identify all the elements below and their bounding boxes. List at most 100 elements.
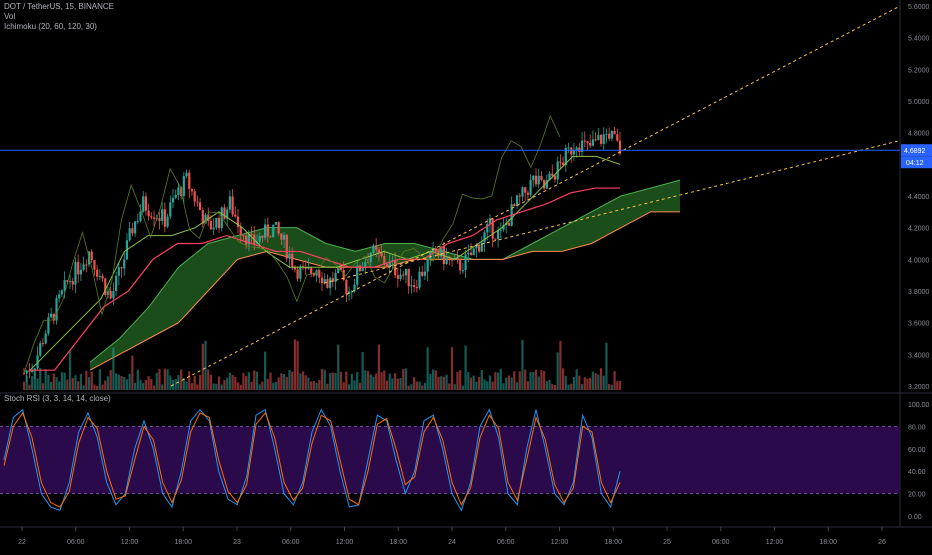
price-tick-label: 4.4000 bbox=[908, 194, 930, 201]
volume-bar bbox=[190, 383, 194, 390]
countdown-badge bbox=[901, 156, 932, 169]
candle-body bbox=[404, 268, 408, 276]
candle-body bbox=[236, 216, 240, 227]
volume-bar bbox=[147, 376, 150, 390]
candle-body bbox=[188, 172, 191, 189]
ichimoku-cloud-segment bbox=[562, 211, 592, 252]
candle-body bbox=[534, 175, 538, 185]
candle-body bbox=[272, 224, 275, 238]
candle-body bbox=[217, 217, 221, 229]
volume-bar bbox=[77, 381, 80, 390]
ichimoku-cloud-segment bbox=[208, 235, 238, 291]
price-tick-label: 5.0000 bbox=[908, 99, 930, 106]
stoch-tick-label: 80.00 bbox=[908, 424, 926, 431]
volume-bar bbox=[616, 381, 619, 390]
candle-body bbox=[277, 222, 280, 234]
candle-body bbox=[158, 218, 161, 221]
candle-body bbox=[553, 175, 557, 180]
candle-body bbox=[345, 279, 348, 294]
volume-bar bbox=[564, 375, 567, 390]
candle-body bbox=[71, 281, 74, 285]
volume-bar bbox=[136, 369, 139, 390]
senkou-span-a-line bbox=[89, 179, 681, 363]
symbol-legend: DOT / TetherUS, 15, BINANCE bbox=[4, 2, 114, 11]
volume-bar bbox=[445, 374, 448, 390]
volume-bar bbox=[247, 372, 250, 390]
candle-body bbox=[112, 291, 115, 299]
time-tick-label: 12:00 bbox=[121, 539, 139, 546]
tenkan-line bbox=[29, 155, 621, 371]
volume-bar bbox=[461, 385, 464, 390]
volume-bar bbox=[209, 374, 213, 390]
volume-bar bbox=[109, 369, 112, 390]
ichimoku-cloud-segment bbox=[90, 338, 120, 371]
volume-bar bbox=[353, 380, 356, 390]
candle-body bbox=[150, 216, 153, 218]
candle-body bbox=[169, 202, 172, 217]
last-price-badge bbox=[901, 144, 932, 157]
volume-bar bbox=[589, 377, 592, 390]
candle-body bbox=[469, 252, 473, 256]
candle-body bbox=[353, 284, 356, 292]
volume-bar bbox=[66, 379, 69, 390]
candle-body bbox=[526, 192, 529, 195]
candle-body bbox=[166, 216, 169, 227]
volume-bar bbox=[74, 375, 77, 390]
candle-body bbox=[101, 276, 104, 279]
volume-bar bbox=[551, 384, 554, 390]
volume-bar bbox=[301, 371, 305, 390]
volume-bar bbox=[337, 344, 340, 390]
volume-bar bbox=[496, 372, 500, 390]
candle-body bbox=[562, 162, 565, 166]
time-tick-label: 26 bbox=[878, 539, 886, 546]
volume-bar bbox=[291, 371, 294, 390]
candle-body bbox=[375, 245, 378, 250]
volume-bar bbox=[299, 373, 302, 390]
candle-body bbox=[185, 172, 188, 177]
candle-body bbox=[190, 188, 194, 192]
candle-body bbox=[196, 201, 199, 203]
volume-bar bbox=[475, 381, 478, 390]
volume-bar bbox=[239, 384, 242, 390]
candle-body bbox=[274, 222, 278, 225]
volume-bar bbox=[377, 344, 380, 390]
candle-body bbox=[418, 271, 421, 288]
candle-body bbox=[394, 260, 397, 276]
candle-body bbox=[28, 370, 31, 372]
volume-bar bbox=[431, 369, 435, 390]
candle-body bbox=[41, 343, 45, 345]
volume-bar bbox=[269, 372, 272, 390]
volume-bar bbox=[166, 369, 169, 390]
ichimoku-cloud-segment bbox=[621, 188, 651, 228]
volume-bar bbox=[220, 384, 223, 390]
volume-bar bbox=[150, 378, 153, 390]
volume-bar bbox=[556, 352, 559, 390]
volume-bar bbox=[68, 351, 72, 390]
time-tick-label: 18:00 bbox=[819, 539, 837, 546]
candle-body bbox=[120, 267, 123, 269]
candle-body bbox=[567, 147, 570, 149]
price-tick-label: 4.0000 bbox=[908, 257, 930, 264]
volume-bar bbox=[318, 380, 321, 390]
time-tick-label: 18:00 bbox=[389, 539, 407, 546]
candle-body bbox=[147, 210, 150, 217]
candle-body bbox=[383, 255, 386, 265]
candle-body bbox=[459, 260, 462, 271]
volume-bar bbox=[524, 369, 527, 390]
volume-bar bbox=[131, 355, 134, 390]
candle-body bbox=[502, 225, 505, 230]
volume-bar bbox=[529, 372, 532, 390]
candle-body bbox=[572, 150, 576, 155]
candle-body bbox=[318, 270, 321, 278]
volume-bar bbox=[288, 369, 291, 390]
candle-body bbox=[193, 191, 196, 202]
volume-bar bbox=[120, 376, 123, 390]
volume-bar bbox=[583, 377, 586, 390]
volume-bar bbox=[396, 378, 399, 390]
volume-bar bbox=[442, 376, 446, 390]
volume-bar bbox=[543, 371, 546, 390]
candle-body bbox=[385, 264, 389, 268]
volume-bar bbox=[488, 375, 492, 390]
